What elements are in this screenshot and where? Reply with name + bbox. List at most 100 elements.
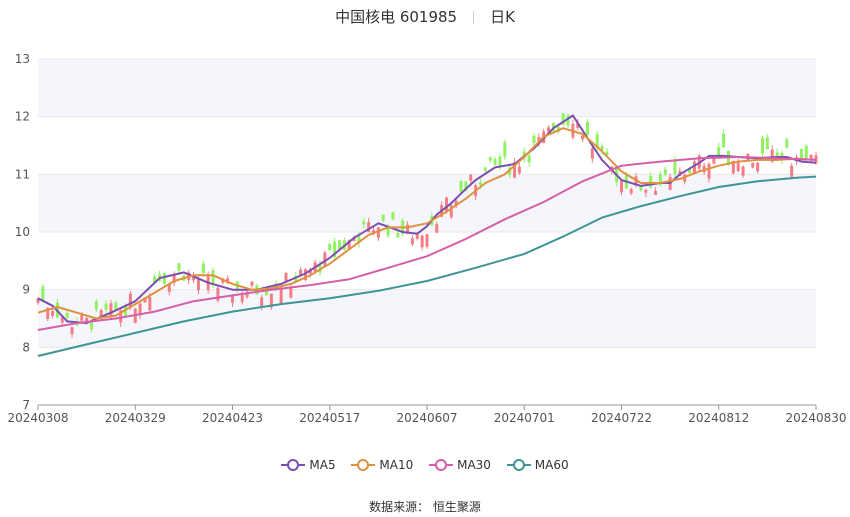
candle-body	[303, 269, 307, 280]
x-tick-label: 20240607	[396, 411, 457, 425]
candle-body	[688, 168, 692, 173]
legend-label-ma10: MA10	[379, 458, 414, 472]
candle-body	[644, 189, 648, 193]
candle-body	[337, 240, 341, 250]
candle-body	[736, 161, 740, 172]
x-tick-label: 20240830	[785, 411, 846, 425]
candle-body	[658, 174, 662, 185]
candle-body	[362, 221, 366, 225]
y-tick-label: 11	[15, 167, 30, 181]
candle-body	[231, 295, 234, 303]
title-divider	[473, 11, 475, 24]
ma10-legend-icon	[351, 459, 376, 471]
candle-body	[162, 272, 166, 284]
line-ma60	[37, 175, 817, 357]
candle-body	[284, 272, 288, 281]
grid-band	[38, 59, 816, 117]
candle-body	[513, 162, 517, 178]
candle-body	[148, 297, 152, 311]
legend-item-ma30[interactable]: MA30	[429, 458, 491, 472]
candle-body	[527, 155, 531, 163]
candle-body	[109, 303, 113, 318]
candle-body	[731, 160, 735, 174]
candle-body	[551, 123, 555, 131]
candle-body	[177, 263, 181, 271]
x-tick-label: 20240812	[688, 411, 749, 425]
legend-label-ma60: MA60	[534, 458, 569, 472]
candle-body	[167, 283, 171, 292]
candle-body	[649, 176, 653, 188]
candle-body	[192, 275, 196, 281]
candle-body	[464, 181, 468, 192]
legend: MA5 MA10 MA30 MA60	[0, 458, 850, 475]
candle-body	[269, 293, 273, 308]
data-source: 数据来源： 恒生聚源	[0, 498, 850, 515]
candle-body	[590, 148, 594, 159]
candle-body	[620, 180, 623, 193]
y-tick-label: 10	[15, 225, 30, 239]
candle-body	[751, 162, 755, 168]
ma60-legend-icon	[506, 459, 531, 471]
candle-body	[809, 154, 813, 159]
candle-body	[517, 166, 521, 174]
candle-body	[765, 137, 769, 150]
candle-body	[265, 289, 269, 296]
candle-body	[488, 157, 492, 161]
candle-body	[454, 200, 458, 206]
candle-body	[99, 310, 103, 319]
candle-body	[770, 149, 774, 162]
legend-item-ma10[interactable]: MA10	[351, 458, 413, 472]
y-tick-label: 8	[22, 340, 30, 354]
candle-body	[654, 190, 658, 195]
candle-body	[683, 174, 687, 182]
candle-body	[459, 180, 463, 192]
candle-body	[707, 163, 711, 179]
candle-body	[260, 297, 264, 307]
candle-body	[89, 321, 93, 330]
candle-body	[639, 185, 643, 191]
candle-body	[483, 167, 487, 171]
candle-body	[785, 139, 789, 148]
candle-body	[36, 298, 40, 303]
y-tick-label: 7	[22, 398, 30, 412]
candle-body	[799, 149, 803, 160]
candle-body	[381, 214, 385, 221]
candle-body	[566, 115, 570, 126]
grid-band	[38, 289, 816, 348]
x-tick-label: 20240329	[105, 411, 166, 425]
x-tick-label: 20240308	[7, 411, 68, 425]
candle-body	[561, 113, 565, 126]
candle-body	[761, 137, 765, 154]
candle-body	[172, 275, 176, 283]
legend-item-ma5[interactable]: MA5	[281, 458, 336, 472]
y-tick-label: 9	[22, 283, 30, 297]
legend-item-ma60[interactable]: MA60	[506, 458, 569, 472]
candle-body	[128, 293, 132, 308]
candle-body	[279, 289, 283, 304]
chart-title: 中国核电 601985 日K	[0, 6, 850, 27]
candle-body	[595, 134, 599, 149]
candle-body	[605, 151, 609, 156]
stock-name: 中国核电 601985	[335, 8, 458, 26]
candle-body	[449, 205, 453, 218]
y-tick-label: 12	[15, 110, 30, 124]
candle-body	[80, 314, 84, 321]
candle-body	[245, 291, 249, 297]
candle-body	[94, 301, 98, 310]
source-name: 恒生聚源	[432, 500, 481, 514]
candle-body	[712, 157, 716, 164]
candle-body	[790, 165, 794, 177]
candle-body	[775, 152, 779, 157]
candle-body	[143, 297, 147, 303]
candle-body	[415, 234, 419, 239]
candle-body	[65, 312, 69, 318]
candle-body	[216, 287, 220, 301]
candle-body	[367, 222, 371, 233]
candle-body	[70, 327, 74, 335]
candle-body	[240, 295, 244, 302]
candle-body	[299, 269, 303, 277]
candle-body	[51, 311, 55, 317]
candle-body	[138, 303, 142, 316]
candle-body	[741, 166, 745, 176]
